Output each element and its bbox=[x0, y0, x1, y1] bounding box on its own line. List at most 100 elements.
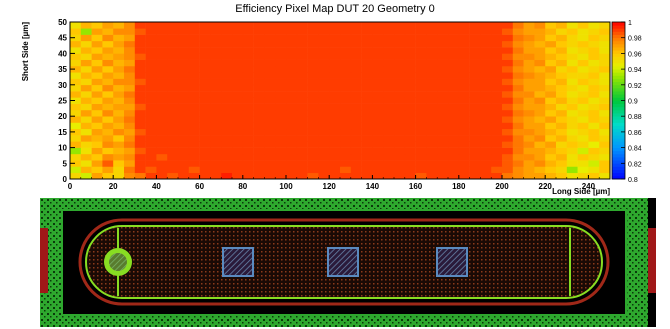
heatmap-cell bbox=[70, 128, 82, 136]
heatmap-cell bbox=[199, 128, 211, 136]
heatmap-cell bbox=[350, 128, 362, 136]
heatmap-cell bbox=[394, 22, 406, 29]
heatmap-cell bbox=[91, 91, 103, 98]
heatmap-cell bbox=[340, 116, 352, 123]
heatmap-cell bbox=[188, 28, 200, 35]
heatmap-cell bbox=[134, 109, 146, 117]
heatmap-cell bbox=[210, 65, 222, 73]
heatmap-cell bbox=[275, 47, 287, 54]
heatmap-cell bbox=[318, 166, 330, 174]
heatmap-cell bbox=[210, 53, 222, 60]
heatmap-cell bbox=[188, 78, 200, 86]
heatmap-cell bbox=[340, 22, 352, 29]
heatmap-cell bbox=[70, 103, 82, 111]
heatmap-cell bbox=[545, 59, 557, 67]
heatmap-cell bbox=[188, 128, 200, 136]
heatmap-cell bbox=[167, 172, 179, 180]
heatmap-cell bbox=[318, 40, 330, 48]
heatmap-cell bbox=[232, 28, 244, 35]
heatmap-cell bbox=[491, 97, 503, 104]
heatmap-cell bbox=[534, 116, 546, 123]
heatmap-cell bbox=[491, 91, 503, 98]
heatmap-cell bbox=[394, 84, 406, 92]
colorbar-segment bbox=[612, 31, 625, 35]
heatmap-cell bbox=[404, 84, 416, 92]
heatmap-cell bbox=[102, 22, 114, 29]
heatmap-cell bbox=[232, 91, 244, 98]
heatmap-cell bbox=[264, 28, 276, 35]
heatmap-cell bbox=[404, 103, 416, 111]
heatmap-cell bbox=[480, 22, 492, 29]
heatmap-cell bbox=[221, 166, 233, 174]
heatmap-cell bbox=[512, 22, 524, 29]
heatmap-cell bbox=[156, 78, 168, 86]
heatmap-cell bbox=[232, 22, 244, 29]
heatmap-cell bbox=[512, 91, 524, 98]
colorbar-segment bbox=[612, 94, 625, 98]
heatmap-cell bbox=[361, 59, 373, 67]
heatmap-cell bbox=[437, 116, 449, 123]
heatmap-cell bbox=[404, 147, 416, 155]
heatmap-cell bbox=[448, 109, 460, 117]
heatmap-cell bbox=[458, 84, 470, 92]
heatmap-cell bbox=[134, 122, 146, 130]
heatmap-cell bbox=[188, 135, 200, 142]
heatmap-cell bbox=[426, 128, 438, 136]
heatmap-cell bbox=[264, 72, 276, 79]
heatmap-cell bbox=[491, 172, 503, 180]
heatmap-cell bbox=[102, 122, 114, 130]
heatmap-cell bbox=[556, 22, 568, 29]
heatmap-cell bbox=[588, 91, 600, 98]
heatmap-cell bbox=[415, 91, 427, 98]
heatmap-cell bbox=[199, 91, 211, 98]
y-tick-label: 20 bbox=[58, 112, 67, 121]
heatmap-cell bbox=[329, 153, 341, 161]
heatmap-cell bbox=[556, 97, 568, 104]
heatmap-cell bbox=[242, 147, 254, 155]
heatmap-cell bbox=[221, 103, 233, 111]
heatmap-cell bbox=[210, 72, 222, 79]
heatmap-cell bbox=[415, 53, 427, 60]
heatmap-cell bbox=[167, 116, 179, 123]
heatmap-cell bbox=[145, 53, 157, 60]
heatmap-cell bbox=[253, 65, 265, 73]
heatmap-cell bbox=[599, 53, 611, 60]
heatmap-cell bbox=[221, 28, 233, 35]
heatmap-cell bbox=[91, 172, 103, 180]
heatmap-cell bbox=[588, 22, 600, 29]
heatmap-cell bbox=[566, 135, 578, 142]
heatmap-cell bbox=[577, 153, 589, 161]
heatmap-cell bbox=[372, 78, 384, 86]
heatmap-cell bbox=[134, 78, 146, 86]
heatmap-cell bbox=[102, 116, 114, 123]
heatmap-cell bbox=[534, 91, 546, 98]
heatmap-cell bbox=[545, 97, 557, 104]
heatmap-cell bbox=[91, 135, 103, 142]
colorbar-tick-label: 0.9 bbox=[628, 99, 638, 106]
heatmap-cell bbox=[134, 40, 146, 48]
heatmap-cell bbox=[512, 147, 524, 155]
heatmap-cell bbox=[437, 78, 449, 86]
heatmap-cell bbox=[469, 141, 481, 148]
heatmap-cell bbox=[340, 78, 352, 86]
heatmap-cell bbox=[566, 160, 578, 167]
heatmap-cell bbox=[91, 65, 103, 73]
heatmap-cell bbox=[329, 122, 341, 130]
heatmap-cell bbox=[394, 47, 406, 54]
heatmap-cell bbox=[134, 135, 146, 142]
heatmap-cell bbox=[242, 166, 254, 174]
heatmap-cell bbox=[188, 40, 200, 48]
heatmap-cell bbox=[566, 166, 578, 174]
heatmap-cell bbox=[199, 172, 211, 180]
heatmap-cell bbox=[588, 116, 600, 123]
heatmap-cell bbox=[91, 40, 103, 48]
heatmap-cell bbox=[167, 128, 179, 136]
heatmap-cell bbox=[210, 122, 222, 130]
heatmap-cell bbox=[566, 40, 578, 48]
heatmap-cell bbox=[523, 172, 535, 180]
heatmap-cell bbox=[242, 122, 254, 130]
heatmap-cell bbox=[264, 109, 276, 117]
heatmap-cell bbox=[113, 47, 125, 54]
heatmap-cell bbox=[275, 172, 287, 180]
heatmap-cell bbox=[286, 22, 298, 29]
